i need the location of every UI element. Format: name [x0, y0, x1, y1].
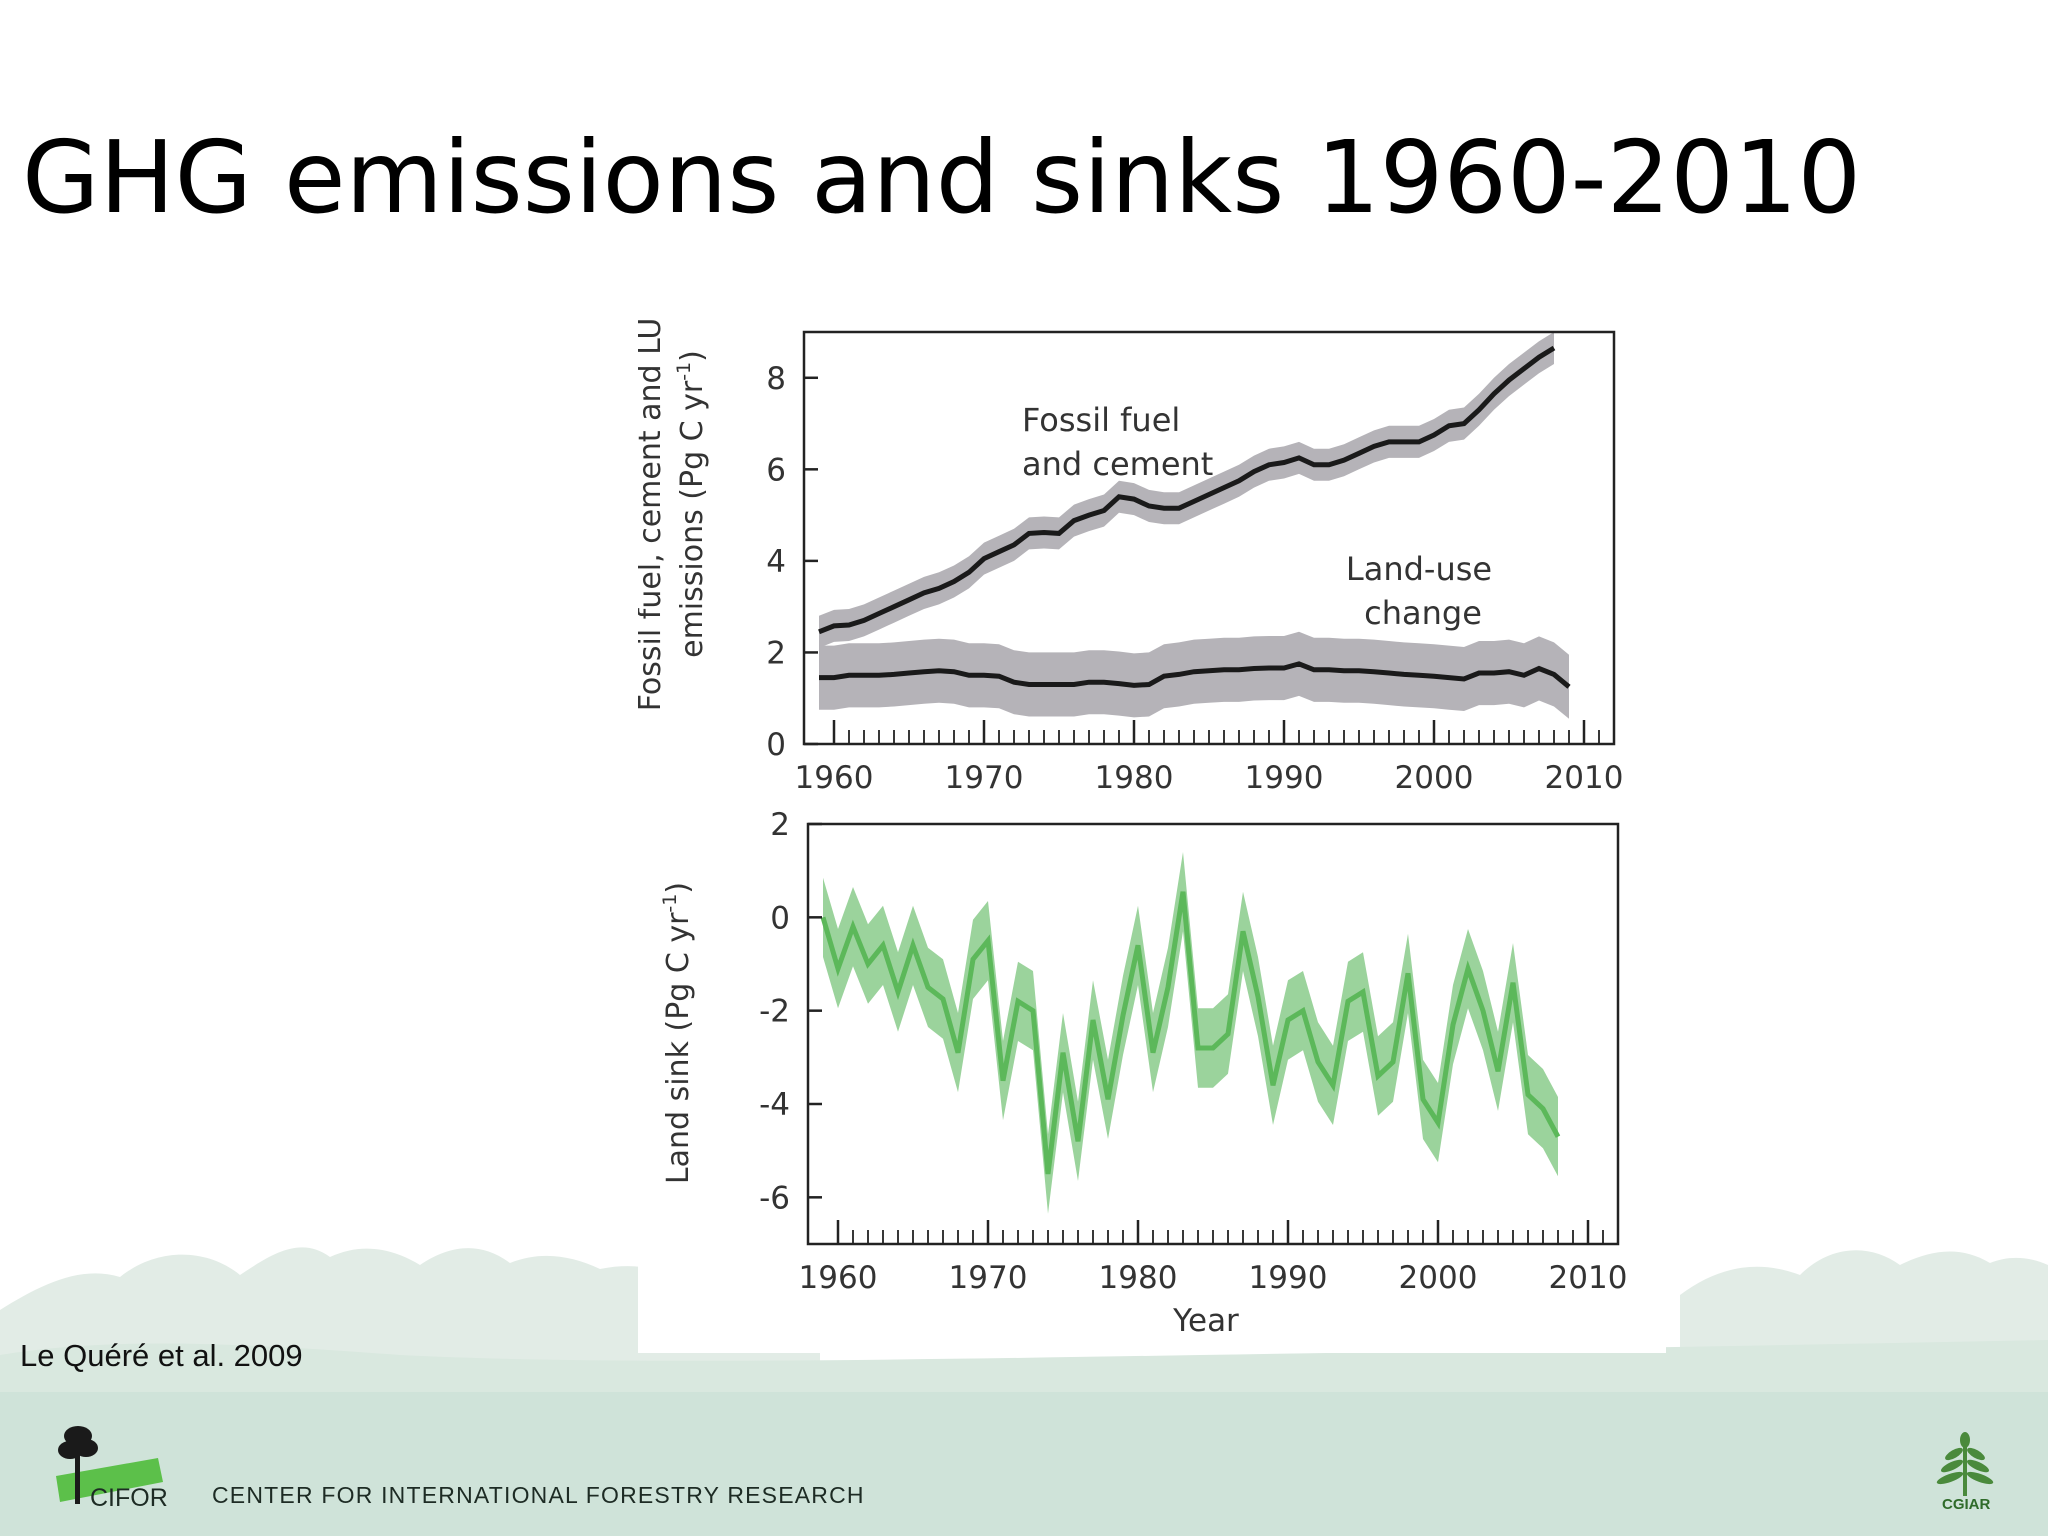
- land-use-uncertainty-band: [819, 631, 1569, 719]
- cgiar-logo-text: CGIAR: [1942, 1496, 1991, 1513]
- bottom-xtick-label: 2000: [1399, 1260, 1478, 1296]
- bottom-ytick-label: 2: [770, 807, 790, 843]
- top-ytick-label: 2: [766, 635, 786, 671]
- bottom-xlabel: Year: [1172, 1303, 1239, 1339]
- top-ytick-label: 4: [766, 544, 786, 580]
- cgiar-wheat-icon: [1936, 1432, 1994, 1496]
- bottom-ytick-label: -2: [759, 994, 790, 1030]
- footer-org-name: CENTER FOR INTERNATIONAL FORESTRY RESEAR…: [212, 1482, 865, 1508]
- top-y-axis: 0 2 4 6 8: [766, 361, 818, 763]
- top-x-axis: 1960 1970 1980 1990 2000 2010: [795, 720, 1624, 796]
- top-chart: 0 2 4 6 8 1960 1970 1980 1990 2000 2010 Fossil fu…: [638, 318, 1623, 796]
- bottom-xtick-label: 1980: [1099, 1260, 1178, 1296]
- bottom-xtick-label: 1970: [949, 1260, 1028, 1296]
- bottom-xtick-label: 1960: [799, 1260, 878, 1296]
- fossil-fuel-line: [818, 345, 1556, 635]
- top-ytick-label: 6: [766, 452, 786, 488]
- bottom-ytick-label: -6: [759, 1180, 790, 1216]
- cifor-logo-text: CIFOR: [90, 1484, 168, 1512]
- bottom-xtick-label: 1990: [1249, 1260, 1328, 1296]
- top-ytick-label: 0: [766, 727, 786, 763]
- top-ylabel-line2: emissions (Pg C yr-1): [673, 350, 710, 658]
- slide-title: GHG emissions and sinks 1960-2010: [22, 119, 1862, 236]
- top-xtick-label: 1970: [945, 760, 1024, 796]
- fossil-label-line1: Fossil fuel: [1022, 401, 1180, 439]
- fossil-label-line2: and cement: [1022, 445, 1213, 483]
- top-xtick-label: 1980: [1095, 760, 1174, 796]
- footer-band: [0, 1392, 2048, 1536]
- bottom-ytick-label: 0: [770, 900, 790, 936]
- tree-icon: [58, 1426, 98, 1504]
- top-ytick-label: 8: [766, 361, 786, 397]
- bottom-y-axis: 2 0 -2 -4 -6: [759, 807, 822, 1216]
- chart-panel: 0 2 4 6 8 1960 1970 1980 1990 2000 2010 Fossil fu…: [638, 318, 1666, 1353]
- land-use-label-line2: change: [1364, 594, 1482, 632]
- bottom-chart: 2 0 -2 -4 -6 1960 1970 1980 1990 2000 2010 Land s…: [659, 807, 1627, 1339]
- top-xtick-label: 2010: [1545, 760, 1624, 796]
- land-use-label-line1: Land-use: [1346, 550, 1492, 588]
- top-xtick-label: 2000: [1395, 760, 1474, 796]
- fossil-fuel-uncertainty-band: [819, 332, 1554, 648]
- citation: Le Quéré et al. 2009: [20, 1338, 303, 1373]
- land-use-line: [819, 661, 1571, 689]
- top-xtick-label: 1990: [1245, 760, 1324, 796]
- cifor-logo: [56, 1426, 163, 1504]
- bottom-x-axis: 1960 1970 1980 1990 2000 2010: [799, 1220, 1628, 1296]
- land-sink-line: [820, 891, 1561, 1175]
- top-ylabel-line1: Fossil fuel, cement and LUC: [638, 318, 668, 711]
- bottom-ytick-label: -4: [759, 1087, 790, 1123]
- top-xtick-label: 1960: [795, 760, 874, 796]
- forest-silhouette: [0, 1247, 2048, 1395]
- land-sink-uncertainty-band: [823, 852, 1558, 1214]
- bottom-ylabel: Land sink (Pg C yr-1): [659, 882, 696, 1184]
- bottom-xtick-label: 2010: [1549, 1260, 1628, 1296]
- emissions-sink-chart: 0 2 4 6 8 1960 1970 1980 1990 2000 2010 Fossil fu…: [638, 318, 1627, 1339]
- cifor-green-stripe: [56, 1458, 163, 1502]
